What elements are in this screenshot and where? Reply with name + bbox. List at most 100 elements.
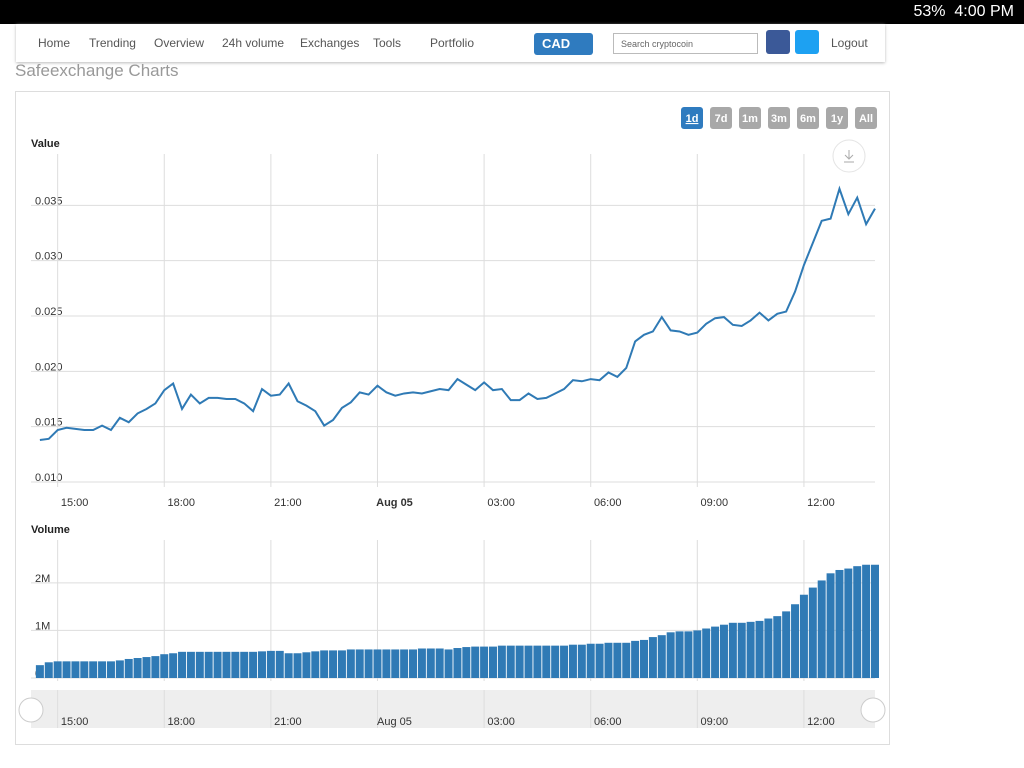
volume-bar (515, 645, 524, 678)
range-label: 1m (742, 113, 758, 125)
axis-title: Value (31, 138, 60, 150)
search-input[interactable]: Search cryptocoin (613, 33, 758, 54)
navigator-label: Aug 05 (377, 716, 412, 728)
volume-bar (702, 628, 711, 678)
facebook-icon[interactable] (766, 30, 790, 54)
nav-link[interactable]: 24h volume (222, 36, 285, 50)
x-tick-label: 18:00 (167, 497, 195, 509)
volume-bar (178, 651, 187, 678)
volume-bar (35, 665, 44, 678)
x-tick-label: 06:00 (594, 497, 622, 509)
volume-bar (755, 620, 764, 678)
chart-box (15, 91, 890, 745)
volume-bar (675, 631, 684, 678)
volume-bar (293, 653, 302, 678)
volume-bar (453, 648, 462, 678)
volume-bar (773, 616, 782, 678)
battery: 53% (913, 3, 946, 20)
volume-bar (373, 649, 382, 678)
y-tick-label: 1M (35, 620, 50, 632)
volume-bar (488, 646, 497, 678)
volume-bar (613, 642, 622, 678)
range-button[interactable] (855, 107, 877, 129)
x-tick-label: 09:00 (701, 497, 729, 509)
volume-bar (329, 650, 338, 678)
volume-bar (257, 651, 266, 678)
range-button[interactable] (710, 107, 732, 129)
y-tick-label: 0.035 (35, 195, 63, 207)
volume-bar (568, 644, 577, 678)
y-tick-label: 0.010 (35, 472, 63, 484)
range-label: 6m (800, 113, 816, 125)
range-button[interactable] (739, 107, 761, 129)
navigator-label: 03:00 (487, 716, 515, 728)
volume-bar (417, 648, 426, 678)
volume-bar (169, 653, 178, 678)
range-button[interactable] (826, 107, 848, 129)
volume-bar (106, 661, 115, 678)
volume-bar (71, 661, 80, 678)
range-button[interactable] (768, 107, 790, 129)
volume-bar (719, 624, 728, 678)
range-label: 7d (715, 113, 728, 125)
volume-bar (266, 650, 275, 678)
volume-bar (551, 645, 560, 678)
volume-bar (284, 653, 293, 678)
logout-link[interactable]: Logout (831, 36, 868, 50)
volume-bar (595, 643, 604, 678)
range-button[interactable] (681, 107, 703, 129)
nav-link[interactable]: Overview (154, 36, 205, 50)
volume-bar (586, 643, 595, 678)
range-label: 1d (686, 113, 699, 125)
volume-bar (98, 661, 107, 678)
nav-link[interactable]: Portfolio (430, 36, 475, 50)
volume-bar (542, 645, 551, 678)
navigator (31, 690, 875, 728)
volume-bar (835, 569, 844, 678)
navigator-handle[interactable] (18, 697, 44, 723)
volume-bar (577, 644, 586, 678)
navigator-handle[interactable] (860, 697, 886, 723)
volume-bar (604, 642, 613, 678)
volume-bar (204, 651, 213, 678)
volume-bar (89, 661, 98, 678)
currency-button[interactable]: CAD (534, 33, 593, 55)
clock: 4:00 PM (954, 3, 1014, 20)
nav-link[interactable]: Home (38, 36, 71, 50)
volume-bar (737, 622, 746, 678)
volume-bar (853, 566, 862, 678)
y-tick-label: 0.025 (35, 306, 63, 318)
nav-link[interactable]: Exchanges (300, 36, 360, 50)
volume-bar (115, 660, 124, 678)
volume-bar (400, 649, 409, 678)
volume-bar (862, 564, 871, 678)
volume-bar (524, 645, 533, 678)
volume-bar (764, 618, 773, 678)
navigator-label: 09:00 (701, 716, 729, 728)
volume-bar (382, 649, 391, 678)
volume-bar (80, 661, 89, 678)
volume-bar (133, 658, 142, 678)
volume-bar (808, 587, 817, 678)
volume-bar (337, 650, 346, 678)
x-tick-label: 03:00 (487, 497, 515, 509)
volume-bar (684, 631, 693, 678)
volume-bar (213, 651, 222, 678)
range-label: 3m (771, 113, 787, 125)
nav-link[interactable]: Tools (373, 36, 402, 50)
volume-bar (391, 649, 400, 678)
volume-bar (62, 661, 71, 678)
twitter-icon[interactable] (795, 30, 819, 54)
volume-bar (142, 657, 151, 678)
status-bar: 53% 4:00 PM (0, 0, 1024, 24)
volume-bar (160, 654, 169, 678)
volume-bar (435, 648, 444, 678)
range-button[interactable] (797, 107, 819, 129)
nav-link[interactable]: Trending (89, 36, 136, 50)
volume-bar (711, 626, 720, 678)
volume-bar (657, 635, 666, 678)
volume-bar (355, 649, 364, 678)
volume-bar (186, 651, 195, 678)
navbar: Home Trending Overview 24h volume Exchan… (16, 24, 885, 62)
